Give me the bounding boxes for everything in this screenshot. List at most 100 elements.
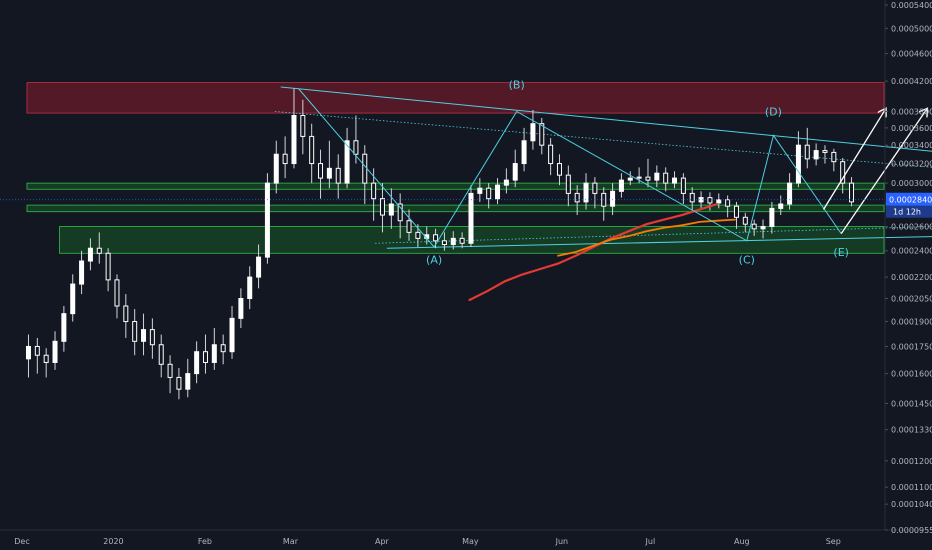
candle[interactable] [371, 182, 377, 200]
candle[interactable] [751, 223, 757, 230]
candle[interactable] [87, 247, 93, 262]
candle[interactable] [326, 167, 332, 179]
candle[interactable] [273, 153, 279, 184]
candle[interactable] [238, 298, 244, 319]
candle[interactable] [742, 216, 748, 225]
trendline[interactable] [274, 111, 932, 168]
candle[interactable] [441, 240, 447, 245]
candle[interactable] [264, 182, 270, 258]
candle[interactable] [592, 182, 598, 194]
candle[interactable] [185, 373, 191, 390]
current-price-badge[interactable] [886, 192, 932, 206]
candle[interactable] [760, 225, 766, 230]
candle[interactable] [831, 151, 837, 163]
candle[interactable] [804, 144, 810, 160]
candle[interactable] [707, 197, 713, 204]
candle[interactable] [433, 234, 439, 242]
candle[interactable] [840, 161, 846, 184]
candle[interactable] [795, 144, 801, 184]
candle[interactable] [79, 260, 85, 285]
projection-arrow[interactable] [840, 109, 927, 234]
elliott-wave-path[interactable] [298, 88, 842, 248]
candle[interactable] [362, 153, 368, 184]
candle[interactable] [406, 220, 412, 233]
candle[interactable] [822, 150, 828, 153]
candle[interactable] [574, 192, 580, 203]
candle[interactable] [512, 163, 518, 181]
candle[interactable] [353, 140, 359, 155]
candle[interactable] [114, 279, 120, 307]
candle[interactable] [663, 172, 669, 184]
candle[interactable] [645, 176, 651, 181]
candle[interactable] [300, 115, 306, 137]
candle[interactable] [61, 313, 67, 342]
candle[interactable] [158, 344, 164, 365]
candle[interactable] [565, 174, 571, 194]
candle[interactable] [689, 192, 695, 203]
candle[interactable] [495, 184, 501, 200]
candle[interactable] [539, 123, 545, 146]
candle[interactable] [716, 199, 722, 204]
candle[interactable] [627, 177, 633, 181]
candle[interactable] [672, 177, 678, 184]
candle[interactable] [220, 344, 226, 353]
candle[interactable] [459, 237, 465, 244]
candle[interactable] [636, 176, 642, 179]
projection-arrow[interactable] [822, 109, 886, 210]
candle[interactable] [556, 163, 562, 176]
candle[interactable] [503, 179, 509, 186]
candle[interactable] [530, 123, 536, 142]
candle[interactable] [291, 115, 297, 165]
candle[interactable] [96, 247, 102, 254]
candle[interactable] [725, 199, 731, 207]
candle[interactable] [132, 321, 138, 342]
candle[interactable] [468, 192, 474, 244]
candle[interactable] [397, 203, 403, 222]
candle[interactable] [654, 172, 660, 181]
candle[interactable] [282, 153, 288, 165]
candle[interactable] [52, 340, 58, 363]
candle[interactable] [309, 135, 315, 165]
candle[interactable] [787, 182, 793, 205]
candle[interactable] [25, 345, 31, 360]
candle[interactable] [149, 329, 155, 346]
candle[interactable] [778, 203, 784, 209]
candle[interactable] [167, 363, 173, 378]
candle[interactable] [123, 305, 129, 323]
candle[interactable] [34, 345, 40, 356]
candle[interactable] [733, 205, 739, 218]
candle[interactable] [43, 354, 49, 363]
candle[interactable] [194, 351, 200, 375]
candle[interactable] [256, 256, 262, 278]
candle[interactable] [105, 252, 111, 281]
candle[interactable] [486, 187, 492, 200]
candle[interactable] [379, 198, 385, 216]
candle[interactable] [521, 140, 527, 165]
trendline[interactable] [386, 236, 932, 249]
candle[interactable] [769, 207, 775, 227]
candle[interactable] [548, 144, 554, 165]
candle[interactable] [849, 182, 855, 203]
candle[interactable] [388, 203, 394, 216]
candle[interactable] [229, 317, 235, 353]
candle[interactable] [202, 351, 208, 363]
candle[interactable] [618, 179, 624, 192]
candle[interactable] [680, 177, 686, 194]
candle[interactable] [335, 167, 341, 184]
candle[interactable] [141, 329, 147, 342]
candle[interactable] [70, 283, 76, 315]
candle[interactable] [610, 190, 616, 207]
candle[interactable] [415, 231, 421, 239]
candle[interactable] [813, 150, 819, 160]
moving-average-line[interactable] [557, 218, 736, 257]
candle[interactable] [176, 376, 182, 390]
candle[interactable] [450, 237, 456, 245]
trendline[interactable] [280, 86, 932, 154]
candle[interactable] [211, 344, 217, 363]
candle[interactable] [583, 182, 589, 203]
candle[interactable] [477, 187, 483, 194]
moving-average-line[interactable] [468, 202, 719, 302]
candle[interactable] [344, 140, 350, 184]
candle[interactable] [247, 276, 253, 300]
